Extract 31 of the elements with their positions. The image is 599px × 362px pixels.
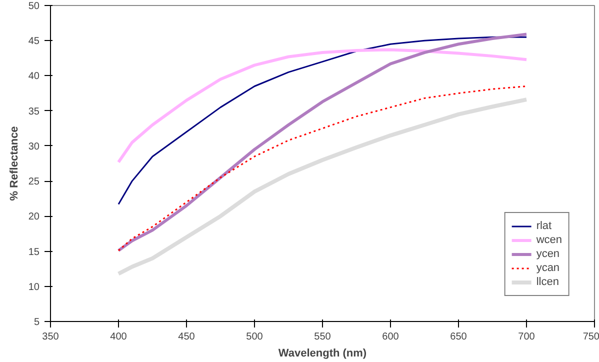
legend-label: ycen <box>536 247 560 261</box>
line-series <box>116 98 528 276</box>
y-tick-label: 40 <box>28 71 40 82</box>
y-tick-label: 25 <box>28 176 40 188</box>
x-tick-label: 600 <box>382 332 400 342</box>
x-tick-label: 550 <box>314 332 332 342</box>
x-tick-label: 500 <box>246 332 264 342</box>
y-axis-title: % Reflectance <box>8 126 20 201</box>
x-tick-label: 350 <box>42 332 60 342</box>
legend-label: ycan <box>536 261 560 275</box>
legend-label: wcen <box>536 233 562 247</box>
x-tick-label: 750 <box>582 332 599 342</box>
x-tick-label: 400 <box>110 332 128 342</box>
y-tick-label: 15 <box>28 246 40 258</box>
y-tick-label: 30 <box>28 141 40 152</box>
y-tick-label: 10 <box>28 282 40 293</box>
legend-label: rlat <box>536 219 553 233</box>
x-tick-label: 450 <box>178 332 196 342</box>
x-tick-label: 700 <box>518 332 536 342</box>
y-tick-label: 5 <box>34 317 40 328</box>
legend-label: llcen <box>536 275 559 289</box>
line-series <box>117 32 528 252</box>
line-series <box>117 48 528 164</box>
y-tick-label: 35 <box>28 106 40 118</box>
y-tick-label: 45 <box>28 36 40 48</box>
x-tick-label: 650 <box>450 332 468 342</box>
y-tick-label: 50 <box>28 1 40 12</box>
line-series <box>118 36 528 205</box>
line-series <box>118 86 528 252</box>
y-tick-label: 20 <box>28 212 40 223</box>
x-axis-title: Wavelength (nm) <box>278 348 367 360</box>
